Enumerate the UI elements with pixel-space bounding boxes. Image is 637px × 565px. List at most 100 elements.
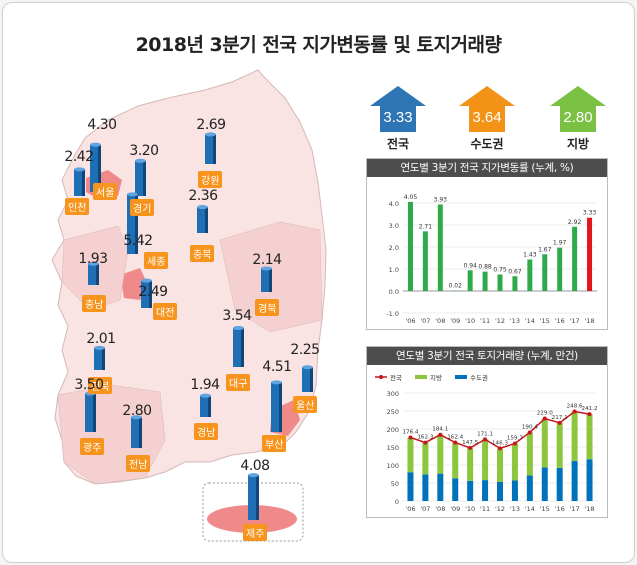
x-tick-label: '16 (555, 505, 565, 513)
region-bar-side (93, 393, 96, 432)
y-tick-label: 250 (387, 408, 399, 416)
region-bar-side (241, 328, 244, 367)
x-tick-label: '06 (405, 505, 415, 513)
land-price-chart: 4.0 3.0 2.0 1.0 0.0 -1.0 4.05 '06 2.71 '07 3.93 '08… (386, 194, 597, 325)
region-name-경기: 경기 (130, 199, 155, 216)
x-tick-label: '18 (585, 317, 595, 325)
data-label: 1.67 (538, 246, 552, 253)
region-bar-대구 (233, 326, 244, 367)
region-name-충북: 충북 (190, 245, 215, 262)
region-bar-side (149, 280, 152, 308)
data-label: 0.67 (508, 268, 522, 275)
x-tick-label: '09 (450, 317, 460, 325)
region-bar-front (302, 367, 310, 392)
legend-marker (379, 375, 383, 379)
total-point-'07 (423, 440, 428, 445)
data-label: 162.3 (417, 435, 433, 441)
region-name-제주: 제주 (243, 524, 268, 541)
x-tick-label: '13 (510, 317, 520, 325)
bar-capital-'13 (511, 480, 518, 501)
region-bar-울산 (302, 365, 313, 392)
land-price-chart-panel: 연도별 3분기 전국 지가변동률 (누계, %) 4.0 3.0 2.0 1.0 0.0… (366, 158, 608, 330)
region-bar-side (82, 169, 85, 196)
x-tick-label: '14 (525, 317, 535, 325)
land-price-chart-title: 연도별 3분기 전국 지가변동률 (누계, %) (367, 159, 607, 177)
x-tick-label: '08 (435, 317, 445, 325)
region-bar-강원 (205, 132, 216, 164)
bar-'17 (572, 226, 578, 291)
summary-label-수도권: 수도권 (470, 137, 504, 151)
total-point-'09 (453, 440, 458, 445)
region-bar-전북 (94, 345, 105, 370)
bar-capital-'14 (526, 475, 533, 501)
region-bar-side (143, 160, 146, 196)
region-bar-top (261, 266, 272, 271)
arrow-shape (550, 86, 606, 132)
data-label: 4.05 (404, 194, 418, 201)
x-tick-label: '15 (540, 317, 550, 325)
data-label: 2.71 (419, 223, 433, 230)
region-bar-top (302, 365, 313, 370)
region-value-세종: 5.42 (123, 233, 153, 249)
region-value-경남: 1.94 (190, 377, 220, 393)
region-value-전남: 2.80 (122, 403, 152, 419)
bar-regional-'10 (467, 447, 474, 481)
x-tick-label: '17 (570, 317, 580, 325)
region-bar-front (205, 134, 213, 164)
region-bar-top (200, 393, 211, 398)
arrow-shape (370, 86, 426, 132)
region-name-전북: 전북 (88, 377, 113, 394)
data-label: 171.1 (477, 431, 493, 437)
region-name-인천: 인천 (65, 198, 90, 215)
region-bar-front (200, 395, 208, 417)
region-bar-side (135, 194, 138, 254)
bar-'16 (557, 247, 563, 291)
total-point-'14 (527, 430, 532, 435)
region-bar-제주 (248, 473, 259, 520)
summary-arrow-전국: 3.33 (370, 86, 426, 132)
region-value-서울: 4.30 (87, 117, 117, 133)
data-label: 159.7 (507, 436, 523, 442)
region-value-인천: 2.42 (64, 149, 94, 165)
data-label: 3.93 (434, 197, 448, 204)
x-tick-label: '10 (465, 317, 475, 325)
region-name-울산: 울산 (293, 396, 318, 413)
bar-capital-'11 (482, 480, 489, 501)
bar-regional-'13 (511, 443, 518, 481)
region-bar-top (127, 192, 138, 197)
bar-regional-'09 (452, 442, 459, 479)
data-label: 0.94 (463, 262, 477, 269)
y-tick-label: 3.0 (389, 222, 399, 230)
region-name-경북: 경북 (255, 299, 280, 316)
y-tick-label: 2.0 (389, 244, 399, 252)
total-point-'13 (512, 441, 517, 446)
total-point-'10 (468, 445, 473, 450)
x-tick-label: '07 (420, 505, 430, 513)
data-label: 190.4 (522, 424, 538, 430)
bar-capital-'12 (497, 481, 503, 501)
region-bar-대전 (141, 278, 152, 308)
region-bar-광주 (85, 391, 96, 432)
region-value-충북: 2.36 (188, 188, 218, 204)
x-tick-label: '11 (480, 505, 490, 513)
y-tick-label: 4.0 (389, 200, 399, 208)
x-tick-label: '17 (570, 505, 580, 513)
data-label: 162.4 (447, 435, 463, 441)
summary-arrow-수도권: 3.64 (459, 86, 515, 132)
region-bar-side (102, 347, 105, 370)
bar-regional-'12 (497, 448, 503, 482)
region-bar-top (248, 473, 259, 478)
region-name-전남: 전남 (126, 455, 151, 472)
legend-전국: 전국 (375, 373, 402, 382)
region-bar-front (90, 144, 98, 192)
x-tick-label: '12 (495, 505, 505, 513)
x-tick-label: '12 (495, 317, 505, 325)
legend-swatch (455, 375, 467, 379)
y-tick-label: -1.0 (386, 310, 399, 318)
data-label: 1.43 (523, 252, 537, 259)
bar-capital-'07 (422, 474, 429, 501)
region-value-충남: 1.93 (78, 251, 108, 267)
region-bar-top (88, 261, 99, 266)
legend-지방: 지방 (415, 373, 442, 382)
